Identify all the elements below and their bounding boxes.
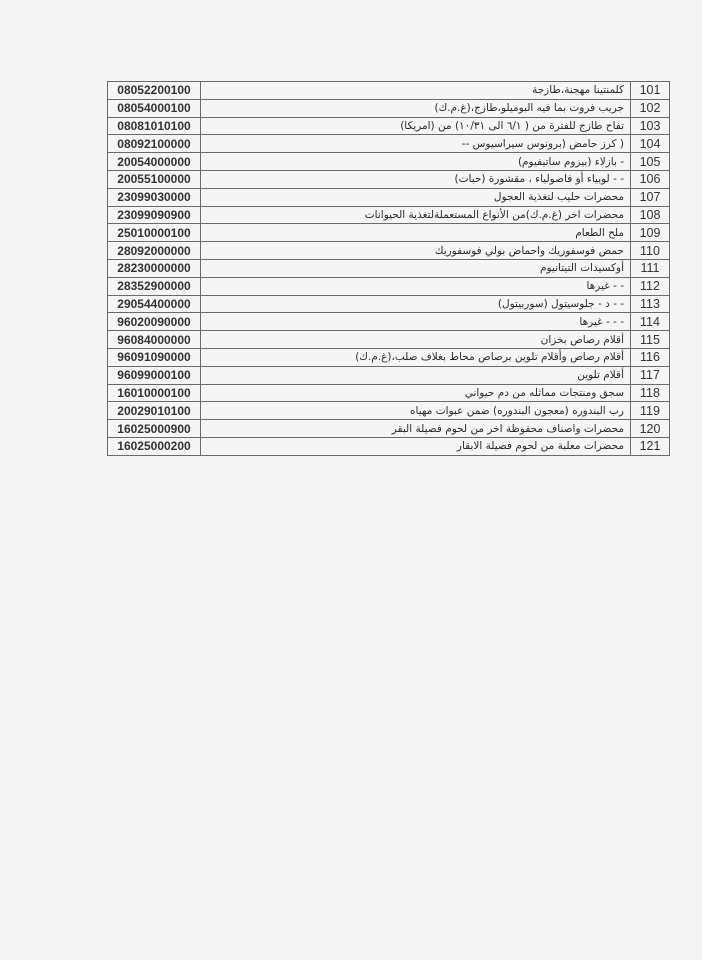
code-cell: 96091090000: [107, 347, 201, 367]
description-cell: - - - غيرها: [200, 312, 631, 332]
description-cell: - - غيرها: [200, 276, 631, 296]
table-row: 23099030000 محضرات حليب لتغذية العجول 107: [107, 187, 670, 207]
code-cell: 96099000100: [107, 365, 201, 385]
code-cell: 23099090900: [107, 205, 201, 225]
row-number-cell: 109: [630, 223, 670, 243]
row-number-cell: 101: [630, 81, 670, 100]
code-cell: 08054000100: [107, 98, 201, 118]
row-number-cell: 112: [630, 276, 670, 296]
table-row: 20054000000- بازلاء (بيزوم ساتيفيوم) 105: [107, 152, 670, 171]
code-cell: 28230000000: [107, 258, 201, 278]
description-cell: ( كرز حامض (برونوس سيراسيوس --: [200, 134, 631, 154]
code-cell: 28352900000: [107, 276, 201, 296]
description-cell: تفاح طازج للفترة من ( ٦/١ الى ١٠/٣١) من …: [200, 116, 631, 136]
row-number-cell: 108: [630, 205, 670, 225]
row-number-cell: 119: [630, 401, 670, 421]
row-number-cell: 120: [630, 419, 670, 438]
table-row: 96091090000 أقلام رصاص وأقلام تلوين برصاص…: [107, 347, 670, 367]
code-cell: 29054400000: [107, 294, 201, 314]
description-cell: محضرات معلبة من لحوم فصيلة الابقار: [200, 436, 631, 456]
table-row: 08092100000( كرز حامض (برونوس سيراسيوس -…: [107, 134, 670, 154]
code-cell: 16025000200: [107, 436, 201, 456]
row-number-cell: 102: [630, 98, 670, 118]
table-row: 25010000100 ملح الطعام 109: [107, 223, 670, 243]
code-cell: 20054000000: [107, 152, 201, 171]
description-cell: - - د - جلوسيتول (سوربيتول): [200, 294, 631, 314]
table-row: 20029010100 رب البندوره (معجون البندوره) …: [107, 401, 670, 421]
code-cell: 20029010100: [107, 401, 201, 421]
row-number-cell: 121: [630, 436, 670, 456]
row-number-cell: 104: [630, 134, 670, 154]
code-cell: 08052200100: [107, 81, 201, 100]
description-cell: محضرات اخر (غ.م.ك)من الأنواع المستعملةلت…: [200, 205, 631, 225]
table-row: 16025000900 محضرات واصناف محفوظة اخر من ل…: [107, 419, 670, 438]
row-number-cell: 117: [630, 365, 670, 385]
code-cell: 23099030000: [107, 187, 201, 207]
description-cell: رب البندوره (معجون البندوره) ضمن عبوات م…: [200, 401, 631, 421]
description-cell: كلمنتينا مهجنة،طازجة: [200, 81, 631, 100]
table-row: 28230000000 أوكسيدات التيتانيوم 111: [107, 258, 670, 278]
row-number-cell: 103: [630, 116, 670, 136]
code-cell: 96084000000: [107, 330, 201, 349]
table-row: 16025000200 محضرات معلبة من لحوم فصيلة ال…: [107, 436, 670, 456]
description-cell: محضرات حليب لتغذية العجول: [200, 187, 631, 207]
row-number-cell: 110: [630, 241, 670, 260]
description-cell: - - لوبياء أو فاصولياء ، مقشورة (حبات): [200, 169, 631, 189]
table-row: 28352900000- - غيرها 112: [107, 276, 670, 296]
table-row: 96099000100 أقلام تلوين 117: [107, 365, 670, 385]
row-number-cell: 115: [630, 330, 670, 349]
table-row: 96020090000- - - غيرها 114: [107, 312, 670, 332]
description-cell: حمض فوسفوريك واحماض بولي فوسفوريك: [200, 241, 631, 260]
code-cell: 16010000100: [107, 383, 201, 403]
code-cell: 08081010100: [107, 116, 201, 136]
row-number-cell: 113: [630, 294, 670, 314]
row-number-cell: 106: [630, 169, 670, 189]
description-cell: أقلام رصاص بخزان: [200, 330, 631, 349]
table-row: 08052200100 كلمنتينا مهجنة،طازجة 101: [107, 81, 670, 100]
row-number-cell: 116: [630, 347, 670, 367]
table-row: 29054400000- - د - جلوسيتول (سوربيتول) 11…: [107, 294, 670, 314]
description-cell: جريب فروت بما فيه البوميلو،طازج،(غ.م.ك): [200, 98, 631, 118]
tariff-table: 08052200100 كلمنتينا مهجنة،طازجة 101 080540…: [107, 81, 670, 456]
description-cell: أوكسيدات التيتانيوم: [200, 258, 631, 278]
row-number-cell: 114: [630, 312, 670, 332]
table-row: 08054000100 جريب فروت بما فيه البوميلو،طا…: [107, 98, 670, 118]
row-number-cell: 105: [630, 152, 670, 171]
code-cell: 08092100000: [107, 134, 201, 154]
description-cell: محضرات واصناف محفوظة اخر من لحوم فصيلة ا…: [200, 419, 631, 438]
row-number-cell: 111: [630, 258, 670, 278]
description-cell: ملح الطعام: [200, 223, 631, 243]
table-row: 96084000000 أقلام رصاص بخزان 115: [107, 330, 670, 349]
description-cell: أقلام تلوين: [200, 365, 631, 385]
row-number-cell: 118: [630, 383, 670, 403]
description-cell: - بازلاء (بيزوم ساتيفيوم): [200, 152, 631, 171]
code-cell: 28092000000: [107, 241, 201, 260]
row-number-cell: 107: [630, 187, 670, 207]
code-cell: 25010000100: [107, 223, 201, 243]
code-cell: 96020090000: [107, 312, 201, 332]
table-row: 23099090900 محضرات اخر (غ.م.ك)من الأنواع …: [107, 205, 670, 225]
code-cell: 20055100000: [107, 169, 201, 189]
description-cell: أقلام رصاص وأقلام تلوين برصاص محاط بغلاف…: [200, 347, 631, 367]
table-row: 08081010100 تفاح طازج للفترة من ( ٦/١ الى…: [107, 116, 670, 136]
table-row: 20055100000- - لوبياء أو فاصولياء ، مقشو…: [107, 169, 670, 189]
code-cell: 16025000900: [107, 419, 201, 438]
table-body: 08052200100 كلمنتينا مهجنة،طازجة 101 080540…: [107, 81, 670, 456]
table-row: 28092000000 حمض فوسفوريك واحماض بولي فوسف…: [107, 241, 670, 260]
table-row: 16010000100 سجق ومنتجات مماثله من دم حيوا…: [107, 383, 670, 403]
description-cell: سجق ومنتجات مماثله من دم حيواني: [200, 383, 631, 403]
